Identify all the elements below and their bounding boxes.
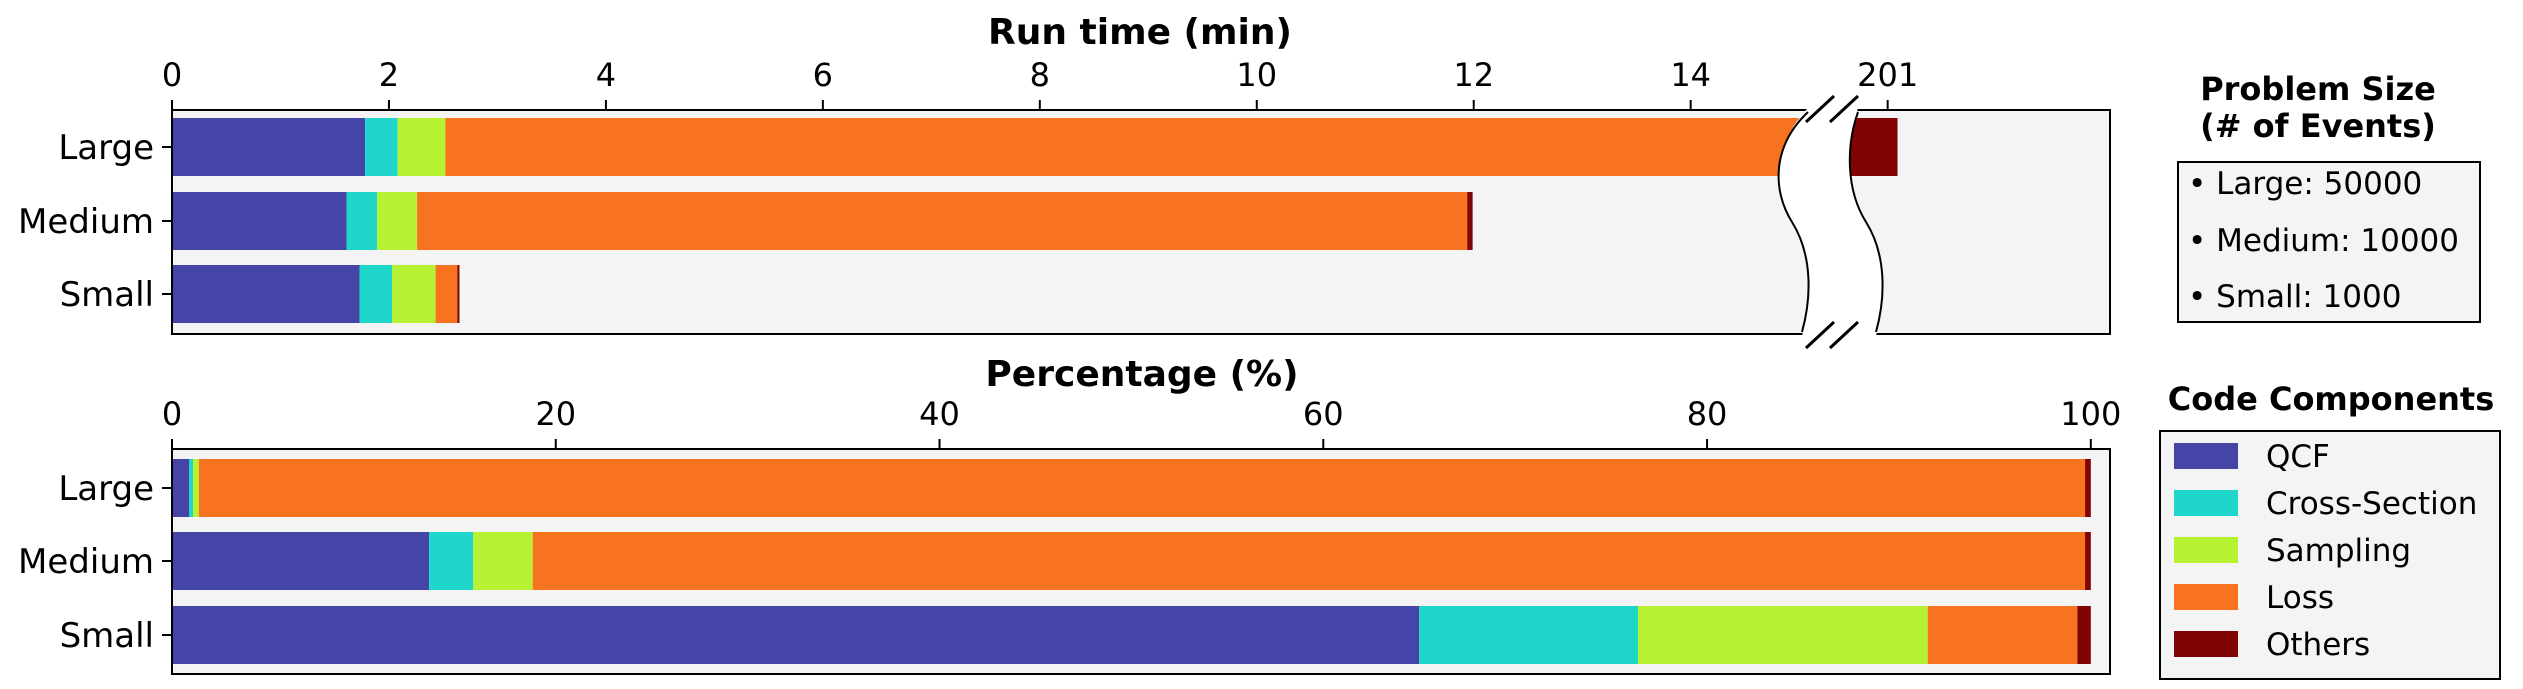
bottom-category-label: Large bbox=[58, 469, 154, 509]
legend-label-others: Others bbox=[2266, 627, 2370, 663]
pct-bar-sampling-small bbox=[1637, 606, 1928, 664]
legend-swatch-others bbox=[2174, 631, 2238, 657]
top-tick-label: 4 bbox=[596, 56, 616, 94]
bar-qcf-medium bbox=[172, 192, 347, 250]
top-y-axis: Large Medium Small bbox=[18, 128, 172, 315]
bar-others-small bbox=[457, 265, 460, 323]
pct-bar-qcf-small bbox=[172, 606, 1420, 664]
top-bars bbox=[172, 118, 1898, 323]
pct-bar-loss-medium bbox=[532, 532, 2086, 590]
bar-others-large bbox=[1849, 118, 1898, 176]
bottom-chart-title: Percentage (%) bbox=[985, 354, 1298, 395]
top-tick-label: 12 bbox=[1453, 56, 1494, 94]
legend-label-sampling: Sampling bbox=[2266, 533, 2411, 569]
bar-loss-small bbox=[435, 265, 458, 323]
legend-title: Code Components bbox=[2168, 380, 2495, 418]
bar-sampling-small bbox=[392, 265, 436, 323]
bottom-tick-label: 0 bbox=[162, 395, 182, 433]
bar-sampling-medium bbox=[377, 192, 418, 250]
top-tick-label: 14 bbox=[1670, 56, 1711, 94]
bottom-plot-frame bbox=[171, 448, 2111, 675]
top-plot-frame bbox=[171, 109, 2111, 335]
bottom-x-axis: 0 20 40 60 80 100 bbox=[162, 395, 2121, 449]
bar-qcf-large bbox=[172, 118, 366, 176]
top-x-axis: 0 2 4 6 8 10 12 14 201 bbox=[162, 56, 1918, 110]
top-tick-label: 201 bbox=[1857, 56, 1918, 94]
bar-loss-medium bbox=[417, 192, 1468, 250]
top-tick-label: 6 bbox=[813, 56, 833, 94]
bottom-tick-label: 60 bbox=[1303, 395, 1344, 433]
bottom-bars bbox=[172, 459, 2091, 664]
bar-others-medium bbox=[1467, 192, 1473, 250]
pct-bar-sampling-large bbox=[193, 459, 199, 517]
top-category-label: Large bbox=[58, 128, 154, 168]
pct-bar-qcf-large bbox=[172, 459, 190, 517]
bottom-tick-label: 20 bbox=[535, 395, 576, 433]
problem-size-title-line1: Problem Size bbox=[2200, 70, 2436, 108]
legend-swatch-cross-section bbox=[2174, 490, 2238, 516]
bar-cross-section-small bbox=[359, 265, 393, 323]
top-tick-label: 2 bbox=[379, 56, 399, 94]
problem-size-item-medium: • Medium: 10000 bbox=[2188, 223, 2459, 259]
pct-bar-cross-section-medium bbox=[429, 532, 474, 590]
legend-swatch-loss bbox=[2174, 584, 2238, 610]
bar-sampling-large bbox=[397, 118, 446, 176]
pct-bar-others-small bbox=[2077, 606, 2091, 664]
problem-size-item-small: • Small: 1000 bbox=[2188, 279, 2401, 315]
top-tick-label: 10 bbox=[1236, 56, 1277, 94]
bar-loss-large bbox=[445, 118, 1850, 176]
top-category-label: Small bbox=[60, 275, 154, 315]
problem-size-item-large: • Large: 50000 bbox=[2188, 166, 2422, 202]
bar-qcf-small bbox=[172, 265, 360, 323]
bottom-tick-label: 40 bbox=[919, 395, 960, 433]
bar-cross-section-large bbox=[365, 118, 398, 176]
pct-bar-loss-large bbox=[198, 459, 2086, 517]
legend-swatch-qcf bbox=[2174, 443, 2238, 469]
legend-swatch-sampling bbox=[2174, 537, 2238, 563]
problem-size-box bbox=[2177, 161, 2481, 323]
pct-bar-cross-section-large bbox=[189, 459, 194, 517]
pct-bar-sampling-medium bbox=[473, 532, 533, 590]
pct-bar-others-medium bbox=[2085, 532, 2091, 590]
legend-label-loss: Loss bbox=[2266, 580, 2334, 616]
bottom-category-label: Medium bbox=[18, 542, 154, 582]
bar-cross-section-medium bbox=[346, 192, 378, 250]
pct-bar-loss-small bbox=[1927, 606, 2078, 664]
pct-bar-others-large bbox=[2085, 459, 2091, 517]
top-tick-label: 8 bbox=[1030, 56, 1050, 94]
problem-size-title-line2: (# of Events) bbox=[2200, 107, 2436, 145]
top-category-label: Medium bbox=[18, 202, 154, 242]
top-chart-title: Run time (min) bbox=[988, 12, 1292, 53]
axis-break-marker bbox=[1777, 94, 1884, 350]
pct-bar-qcf-medium bbox=[172, 532, 430, 590]
bottom-tick-label: 100 bbox=[2060, 395, 2121, 433]
bottom-y-axis: Large Medium Small bbox=[18, 469, 172, 656]
legend-label-qcf: QCF bbox=[2266, 439, 2330, 475]
legend-label-cross-section: Cross-Section bbox=[2266, 486, 2477, 522]
top-tick-label: 0 bbox=[162, 56, 182, 94]
bottom-category-label: Small bbox=[60, 616, 154, 656]
pct-bar-cross-section-small bbox=[1419, 606, 1638, 664]
legend-items: QCF Cross-Section Sampling Loss Others bbox=[2174, 439, 2477, 663]
bottom-tick-label: 80 bbox=[1687, 395, 1728, 433]
